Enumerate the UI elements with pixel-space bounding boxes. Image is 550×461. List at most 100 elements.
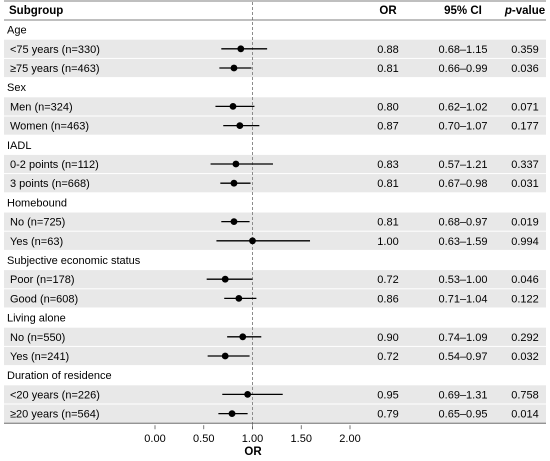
or-point [221, 352, 229, 360]
x-tick-label: 1.00 [242, 433, 263, 445]
row-p-value: 0.994 [511, 236, 539, 248]
row-label: Men (n=324) [10, 101, 73, 113]
row-ci-value: 0.71–1.04 [439, 293, 488, 305]
row-label: ≥20 years (n=564) [10, 409, 100, 421]
row-ci-value: 0.70–1.07 [439, 121, 488, 133]
or-point [236, 122, 244, 129]
x-axis-label: OR [244, 446, 262, 458]
row-or-value: 0.90 [377, 332, 398, 344]
row-band [4, 404, 546, 423]
row-band [4, 212, 546, 231]
header-or: OR [379, 5, 397, 17]
row-p-value: 0.758 [511, 389, 539, 401]
row-band [4, 327, 546, 346]
table-header: Subgroup OR 95% CI p-value [9, 5, 545, 17]
row-p-value: 0.046 [511, 274, 539, 286]
row-p-value: 0.359 [511, 44, 539, 56]
row-ci-value: 0.65–0.95 [439, 409, 488, 421]
row-p-value: 0.122 [511, 293, 539, 305]
or-point [230, 64, 238, 72]
row-band [4, 154, 546, 174]
or-point [229, 103, 237, 110]
row-label: Yes (n=241) [10, 351, 69, 363]
row-band [4, 346, 546, 366]
x-tick-label: 0.50 [193, 433, 214, 445]
row-ci-value: 0.66–0.99 [439, 63, 488, 75]
row-band [4, 270, 546, 289]
row-p-value: 0.032 [511, 351, 539, 363]
x-tick-label: 0.00 [144, 433, 165, 445]
or-point [230, 179, 238, 187]
row-or-value: 0.72 [377, 351, 398, 363]
row-label: ≥75 years (n=463) [10, 63, 100, 75]
or-point [249, 237, 256, 245]
row-p-value: 0.019 [511, 217, 539, 229]
row-or-value: 0.83 [377, 159, 398, 171]
row-or-value: 0.79 [377, 409, 398, 421]
row-label: Women (n=463) [10, 121, 89, 133]
or-point [239, 333, 247, 341]
group-label: Sex [7, 82, 26, 94]
table-rows: Age <75 years (n=330) 0.88 0.68–1.15 0.359 ≥7… [7, 25, 539, 421]
row-label: No (n=725) [10, 217, 65, 229]
row-ci-value: 0.54–0.97 [439, 351, 488, 363]
row-ci-value: 0.62–1.02 [439, 101, 488, 113]
row-ci-value: 0.69–1.31 [439, 389, 488, 401]
row-ci-value: 0.67–0.98 [439, 178, 488, 190]
group-label: Duration of residence [7, 370, 112, 382]
row-label: <20 years (n=226) [10, 389, 100, 401]
group-label: Subjective economic status [7, 255, 141, 267]
row-label: <75 years (n=330) [10, 44, 100, 56]
group-label: Age [7, 25, 27, 37]
x-axis: 0.00 0.50 1.00 1.50 2.00 [144, 425, 361, 445]
row-band [4, 174, 546, 193]
or-point [237, 45, 245, 53]
row-p-value: 0.292 [511, 332, 539, 344]
header-subgroup: Subgroup [9, 5, 63, 17]
or-point [235, 295, 243, 302]
or-point [232, 160, 240, 168]
row-or-value: 0.95 [377, 389, 398, 401]
row-p-value: 0.177 [511, 121, 539, 133]
row-p-value: 0.071 [511, 101, 539, 113]
row-ci-value: 0.74–1.09 [439, 332, 488, 344]
row-or-value: 0.81 [377, 217, 398, 229]
row-ci-value: 0.57–1.21 [439, 159, 488, 171]
row-ci-value: 0.68–1.15 [439, 44, 488, 56]
header-p-value: p-value [504, 5, 545, 17]
group-label: IADL [7, 140, 31, 152]
row-p-value: 0.014 [511, 409, 539, 421]
header-p-letter: p [504, 5, 512, 17]
row-or-value: 1.00 [377, 236, 398, 248]
row-label: 3 points (n=668) [10, 178, 90, 190]
row-label: 0-2 points (n=112) [10, 159, 99, 171]
group-label: Homebound [7, 197, 67, 209]
row-or-value: 0.88 [377, 44, 398, 56]
row-label: Poor (n=178) [10, 274, 75, 286]
row-ci-value: 0.53–1.00 [439, 274, 488, 286]
row-or-value: 0.72 [377, 274, 398, 286]
row-band [4, 116, 546, 135]
row-label: Good (n=608) [10, 293, 78, 305]
row-p-value: 0.036 [511, 63, 539, 75]
or-point [228, 410, 236, 417]
row-p-value: 0.337 [511, 159, 539, 171]
row-or-value: 0.86 [377, 293, 398, 305]
row-band [4, 289, 546, 308]
row-band [4, 58, 546, 78]
row-ci-value: 0.63–1.59 [439, 236, 488, 248]
row-or-value: 0.81 [377, 63, 398, 75]
or-point [244, 391, 252, 398]
row-bands [4, 39, 546, 423]
row-p-value: 0.031 [511, 178, 539, 190]
or-point [230, 218, 238, 226]
x-tick-label: 2.00 [339, 433, 360, 445]
group-label: Living alone [7, 313, 66, 325]
row-label: Yes (n=63) [10, 236, 63, 248]
row-or-value: 0.87 [377, 121, 398, 133]
row-band [4, 97, 546, 116]
row-ci-value: 0.68–0.97 [439, 217, 488, 229]
or-point [221, 275, 229, 283]
row-band [4, 39, 546, 58]
